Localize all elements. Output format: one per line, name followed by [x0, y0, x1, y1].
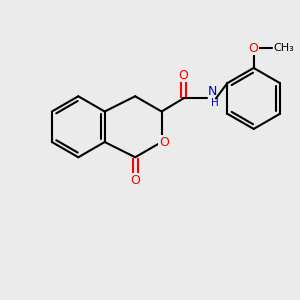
Text: H: H: [211, 98, 219, 108]
Text: O: O: [249, 42, 259, 55]
Text: O: O: [178, 69, 188, 82]
Text: N: N: [208, 85, 218, 98]
Text: O: O: [159, 136, 169, 148]
Text: CH₃: CH₃: [273, 43, 294, 53]
Text: O: O: [130, 174, 140, 187]
